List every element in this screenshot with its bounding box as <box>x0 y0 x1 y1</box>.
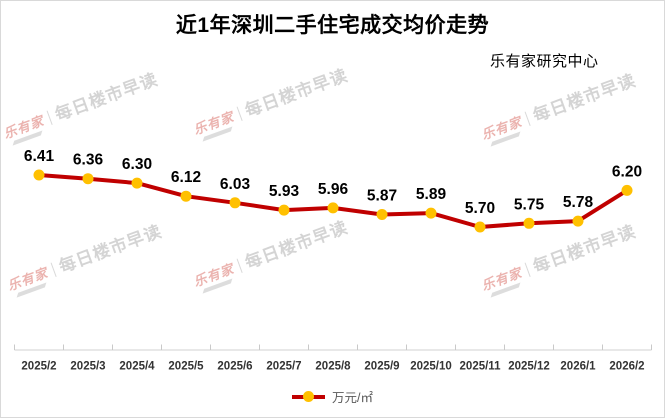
x-axis-label: 2025/5 <box>168 361 204 373</box>
legend-label: 万元/㎡ <box>332 391 373 405</box>
data-point-marker <box>621 184 633 196</box>
data-point-marker <box>33 169 45 181</box>
x-axis-label: 2025/12 <box>508 361 550 373</box>
x-axis-label: 2026/2 <box>609 361 644 373</box>
data-point-label: 6.41 <box>24 148 55 165</box>
data-point-label: 6.36 <box>73 152 104 169</box>
data-point-label: 6.30 <box>122 156 152 173</box>
source-label: 乐有家研究中心 <box>490 53 599 70</box>
data-point-label: 6.12 <box>171 169 201 186</box>
x-axis-label: 2025/7 <box>266 361 301 373</box>
x-axis-label: 2025/4 <box>119 361 155 373</box>
data-point-label: 5.89 <box>416 186 447 203</box>
x-axis-label: 2025/11 <box>460 361 502 373</box>
data-point-label: 5.75 <box>514 196 545 213</box>
data-point-marker <box>131 177 143 189</box>
x-axis-label: 2025/6 <box>217 361 252 373</box>
data-point-label: 5.87 <box>367 188 397 205</box>
data-point-label: 6.03 <box>220 176 251 193</box>
x-axis-label: 2026/1 <box>560 361 596 373</box>
data-point-marker <box>572 215 584 227</box>
data-point-marker <box>376 209 388 220</box>
data-point-label: 6.20 <box>612 163 642 180</box>
data-point-label: 5.96 <box>318 181 349 198</box>
data-point-label: 5.70 <box>465 200 495 217</box>
x-axis-label: 2025/3 <box>70 361 105 373</box>
data-point-marker <box>278 204 290 216</box>
data-point-marker <box>229 197 241 209</box>
data-point-marker <box>425 207 437 219</box>
data-point-marker <box>82 173 94 185</box>
data-point-marker <box>180 190 192 202</box>
data-point-label: 5.78 <box>563 194 594 211</box>
legend-line-marker-icon <box>292 391 325 402</box>
x-axis-label: 2025/8 <box>315 361 351 373</box>
x-axis-label: 2025/9 <box>364 361 399 373</box>
x-axis-label: 2025/10 <box>410 361 452 373</box>
data-point-marker <box>327 202 339 214</box>
data-point-marker <box>523 217 535 229</box>
page-title: 近1年深圳二手住宅成交均价走势 <box>175 14 490 37</box>
data-point-marker <box>474 221 486 233</box>
data-point-label: 5.93 <box>269 183 300 200</box>
legend: 万元/㎡ <box>1 387 664 406</box>
x-axis-label: 2025/2 <box>21 361 56 373</box>
